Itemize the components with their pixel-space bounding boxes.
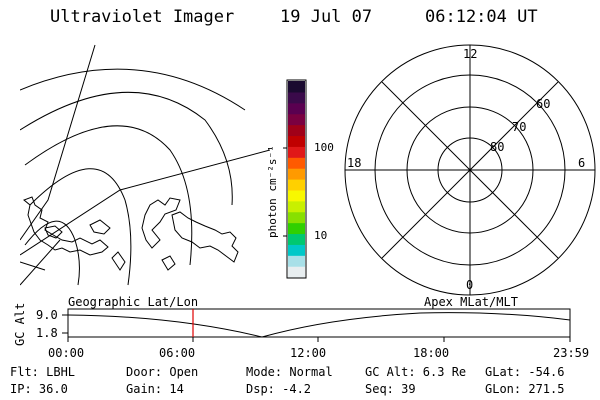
timeline-right-caption: Apex MLat/MLT	[424, 295, 518, 309]
latitude-arc	[20, 91, 233, 206]
colorbar-segment	[288, 157, 305, 169]
colorbar-segment	[288, 200, 305, 213]
polar-label-18: 18	[347, 156, 362, 170]
status-glon: GLon: 271.5	[485, 382, 565, 396]
latitude-arc	[20, 68, 246, 111]
date-label: 19 Jul 07	[280, 7, 373, 27]
colorbar-segment	[288, 168, 305, 180]
status-door: Door: Open	[126, 365, 199, 379]
timeline-y-tick-9: 9.0	[36, 308, 58, 322]
timeline-x-tick: 23:59	[553, 346, 590, 360]
colorbar-segment	[288, 135, 305, 147]
time-label: 06:12:04 UT	[425, 7, 538, 27]
coastline	[141, 197, 181, 249]
polar-plot	[344, 44, 596, 296]
longitude-line	[20, 149, 270, 256]
latitude-arc	[24, 220, 80, 286]
coastline	[23, 196, 109, 256]
timeline-left-caption: Geographic Lat/Lon	[68, 295, 199, 309]
coastline	[44, 225, 63, 239]
coastline	[89, 219, 111, 235]
colorbar-segment	[288, 189, 305, 202]
polar-ring-80: 80	[490, 140, 505, 154]
polar-label-0: 0	[466, 278, 474, 292]
colorbar-segment	[288, 124, 305, 137]
colorbar-segment	[288, 255, 305, 267]
colorbar-segment	[288, 146, 305, 158]
timeline-plot	[62, 308, 571, 342]
altitude-curve	[67, 312, 571, 338]
colorbar-segment	[288, 81, 305, 93]
polar-label-12: 12	[463, 47, 478, 61]
timeline-x-tick: 06:00	[159, 346, 196, 360]
colorbar-tick-100: 100	[314, 141, 334, 154]
longitude-line	[20, 44, 96, 241]
coastline	[111, 251, 126, 271]
colorbar-tick-10: 10	[314, 229, 328, 242]
colorbar-segment	[288, 233, 305, 245]
status-filter: Flt: LBHL	[10, 365, 76, 379]
status-glat: GLat: -54.6	[485, 365, 565, 379]
latitude-arc	[29, 168, 132, 286]
coastline	[171, 211, 239, 263]
geographic-map	[20, 44, 270, 286]
timeline-y-tick-1: 1.8	[36, 326, 58, 340]
status-gain: Gain: 14	[126, 382, 184, 396]
status-dsp: Dsp: -4.2	[246, 382, 312, 396]
status-seq: Seq: 39	[365, 382, 416, 396]
colorbar-segment	[288, 211, 305, 224]
colorbar-segment	[288, 113, 305, 126]
colorbar-segment	[288, 244, 305, 256]
timeline-x-tick: 00:00	[48, 346, 85, 360]
colorbar-segment	[288, 102, 305, 115]
app-title: Ultraviolet Imager	[50, 7, 235, 27]
polar-ring-60: 60	[536, 97, 551, 111]
status-mode: Mode: Normal	[246, 365, 333, 379]
timeline-y-axis-label: GC Alt	[13, 302, 27, 346]
polar-label-6: 6	[578, 156, 586, 170]
longitude-line	[20, 239, 61, 286]
timeline-x-tick: 12:00	[290, 346, 327, 360]
colorbar-unit-label: photon cm⁻²s⁻¹	[266, 145, 279, 238]
longitude-line	[20, 261, 46, 271]
status-gc-alt: GC Alt: 6.3 Re	[365, 365, 467, 379]
colorbar-segment	[288, 179, 305, 191]
colorbar-segment	[288, 222, 305, 235]
status-ip: IP: 36.0	[10, 382, 68, 396]
coastline	[161, 255, 176, 271]
colorbar-segment	[288, 91, 305, 104]
colorbar-segment	[288, 266, 305, 278]
polar-ring-70: 70	[512, 120, 527, 134]
latitude-arc	[24, 125, 193, 266]
colorbar	[283, 79, 307, 279]
timeline-x-tick: 18:00	[413, 346, 450, 360]
